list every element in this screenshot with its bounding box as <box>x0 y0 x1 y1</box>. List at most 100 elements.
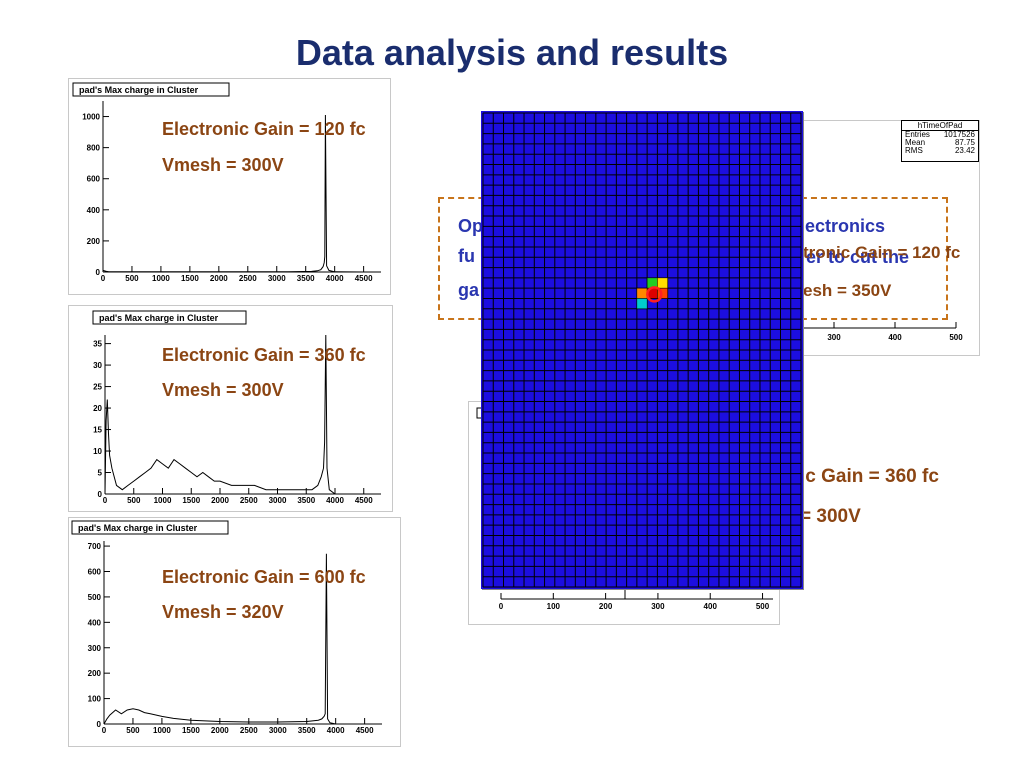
y-tick-label: 35 <box>93 340 102 349</box>
x-tick-label: 3000 <box>269 496 287 505</box>
x-tick-label: 3500 <box>297 274 315 283</box>
stats-value: 87.75 <box>954 138 975 147</box>
y-tick-label: 600 <box>88 568 102 577</box>
chart-title: pad's Max charge in Cluster <box>79 85 199 95</box>
x-tick-label: 4500 <box>355 496 373 505</box>
x-tick-label: 0 <box>101 274 106 283</box>
y-tick-label: 5 <box>98 469 103 478</box>
time-histogram-chart: 300 400 500 <box>801 322 963 342</box>
x-tick-label: 1500 <box>182 496 200 505</box>
heatmap-cell <box>636 287 648 299</box>
x-tick-label: 0 <box>499 602 504 611</box>
x-tick-label: 3000 <box>268 274 286 283</box>
x-tick-label: 2000 <box>211 496 229 505</box>
x-tick-label: 500 <box>756 602 770 611</box>
gain-label-2: Electronic Gain = 360 fc <box>162 345 366 365</box>
x-tick-label: 4000 <box>326 496 344 505</box>
heatmap-cell <box>657 287 668 299</box>
y-tick-label: 400 <box>88 618 102 627</box>
x-tick-label: 400 <box>704 602 718 611</box>
x-tick-label: 4500 <box>356 726 374 735</box>
y-tick-label: 30 <box>93 361 102 370</box>
heatmap-cell <box>657 277 668 289</box>
y-tick-label: 200 <box>88 669 102 678</box>
pad-map-heatmap <box>481 111 803 589</box>
y-tick-label: 10 <box>93 447 102 456</box>
gain-label-1: Electronic Gain = 120 fc <box>162 119 366 139</box>
pad-map <box>481 111 803 589</box>
y-tick-label: 15 <box>93 426 102 435</box>
callout-line1-right: ectronics <box>805 216 886 236</box>
x-tick-label: 2500 <box>239 274 257 283</box>
x-tick-label: 3500 <box>297 496 315 505</box>
x-tick-label: 3500 <box>298 726 316 735</box>
y-tick-label: 700 <box>88 542 102 551</box>
stats-value: 1017526 <box>943 130 975 139</box>
x-tick-label: 3000 <box>269 726 287 735</box>
x-tick-label: 500 <box>949 333 963 342</box>
callout-line2-right: er to cut the <box>806 247 910 267</box>
x-tick-label: 500 <box>127 496 141 505</box>
x-tick-label: 2500 <box>240 496 258 505</box>
y-tick-label: 100 <box>88 695 102 704</box>
y-tick-label: 0 <box>98 490 103 499</box>
histogram-panel-1: pad's Max charge in Cluster 0 500 1000 1500 2… <box>68 78 391 295</box>
stats-key: Entries <box>905 130 930 139</box>
y-tick-label: 200 <box>87 237 101 246</box>
callout-line1-left: Op <box>458 216 483 236</box>
histogram-line <box>103 553 382 725</box>
vmesh-label-right-top: esh = 350V <box>803 281 892 300</box>
stats-row-mean: Mean 87.75 <box>902 139 978 147</box>
x-tick-label: 1000 <box>152 274 170 283</box>
x-tick-label: 200 <box>599 602 613 611</box>
x-tick-label: 4000 <box>326 274 344 283</box>
stats-title: hTimeOfPad <box>902 121 978 131</box>
stats-row-rms: RMS 23.42 <box>902 147 978 155</box>
x-tick-label: 2000 <box>210 274 228 283</box>
x-tick-label: 4500 <box>355 274 373 283</box>
x-tick-label: 1500 <box>181 274 199 283</box>
chart-title: pad's Max charge in Cluster <box>78 523 198 533</box>
chart-title-box <box>71 520 229 535</box>
x-tick-label: 0 <box>103 496 108 505</box>
stats-box: hTimeOfPad Entries 1017526 Mean 87.75 RMS 2… <box>901 120 979 162</box>
stats-key: Mean <box>905 138 926 147</box>
x-tick-label: 400 <box>888 333 902 342</box>
vmesh-label-1: Vmesh = 300V <box>162 155 284 175</box>
chart-title-box <box>92 310 247 325</box>
callout-line2-left: fu <box>458 246 475 266</box>
x-tick-label: 1000 <box>154 496 172 505</box>
vmesh-label-right-bottom: = 300V <box>800 506 861 527</box>
y-tick-label: 600 <box>87 175 101 184</box>
chart-title: pad's Max charge in Cluster <box>99 313 219 323</box>
y-tick-label: 0 <box>97 720 102 729</box>
hit-marker-circle <box>646 286 663 303</box>
x-tick-label: 500 <box>126 726 140 735</box>
y-tick-label: 1000 <box>82 113 100 122</box>
histogram-line <box>102 114 381 273</box>
y-tick-label: 0 <box>96 268 101 277</box>
heatmap-cell <box>636 298 648 310</box>
vmesh-label-3: Vmesh = 320V <box>162 602 284 622</box>
histogram-line <box>104 334 381 495</box>
y-tick-label: 300 <box>88 644 102 653</box>
y-tick-label: 800 <box>87 144 101 153</box>
histogram-chart-2: pad's Max charge in Cluster 0 500 1000 1500 2… <box>92 310 381 505</box>
slide-title: Data analysis and results <box>295 32 729 73</box>
callout-line3-left: ga <box>458 280 480 300</box>
gain-label-right-bottom: ic Gain = 360 fc <box>800 466 939 487</box>
x-tick-label: 2000 <box>211 726 229 735</box>
x-tick-label: 100 <box>547 602 561 611</box>
x-tick-label: 4000 <box>327 726 345 735</box>
gain-label-right-top: tronic Gain = 120 fc <box>803 243 961 262</box>
y-tick-label: 20 <box>93 404 102 413</box>
histogram-panel-2: pad's Max charge in Cluster 0 500 1000 1500 2… <box>68 305 393 512</box>
gain-label-3: Electronic Gain = 600 fc <box>162 567 366 587</box>
x-tick-label: 300 <box>827 333 841 342</box>
x-tick-label: 0 <box>102 726 107 735</box>
histogram-panel-3: pad's Max charge in Cluster 0 500 1000 1500 2… <box>68 517 401 747</box>
x-tick-label: 2500 <box>240 726 258 735</box>
y-tick-label: 500 <box>88 593 102 602</box>
x-tick-label: 1500 <box>182 726 200 735</box>
